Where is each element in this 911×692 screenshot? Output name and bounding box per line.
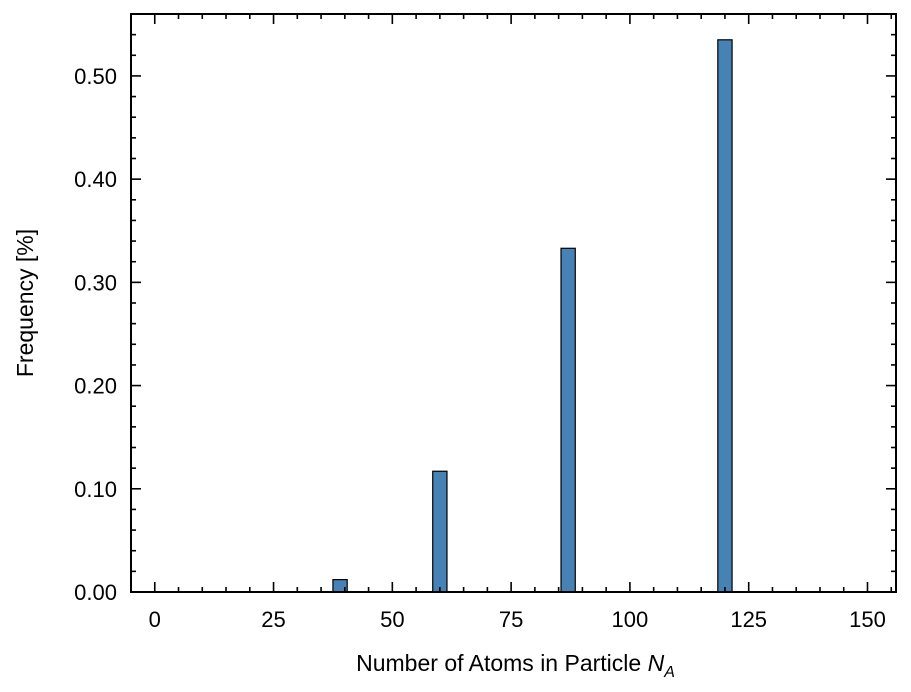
x-axis-label-subscript: A [663, 664, 675, 681]
ticks-group [130, 14, 896, 593]
x-tick-label: 150 [849, 607, 886, 632]
y-tick-labels: 0.00 0.10 0.20 0.30 0.40 0.50 [74, 64, 117, 605]
histogram-bar [560, 247, 576, 593]
y-tick-label: 0.30 [74, 270, 117, 295]
y-tick-label: 0.50 [74, 64, 117, 89]
y-tick-label: 0.00 [74, 580, 117, 605]
x-tick-label: 50 [380, 607, 404, 632]
histogram-bar [432, 470, 448, 593]
x-tick-label: 0 [149, 607, 161, 632]
x-axis-label-text: Number of Atoms in Particle [356, 650, 647, 676]
x-tick-label: 25 [261, 607, 285, 632]
x-tick-label: 125 [730, 607, 767, 632]
histogram-bar [717, 39, 733, 593]
y-axis-label: Frequency [%] [12, 229, 38, 377]
y-tick-label: 0.40 [74, 167, 117, 192]
x-tick-label: 75 [499, 607, 523, 632]
x-axis-label: Number of Atoms in Particle NA [356, 650, 675, 681]
x-axis-label-symbol: N [648, 650, 665, 676]
x-tick-labels: 0 25 50 75 100 125 150 [149, 607, 886, 632]
y-tick-label: 0.20 [74, 374, 117, 399]
bars-group [332, 39, 733, 593]
x-tick-label: 100 [612, 607, 649, 632]
y-tick-label: 0.10 [74, 477, 117, 502]
plot-frame [130, 13, 897, 593]
